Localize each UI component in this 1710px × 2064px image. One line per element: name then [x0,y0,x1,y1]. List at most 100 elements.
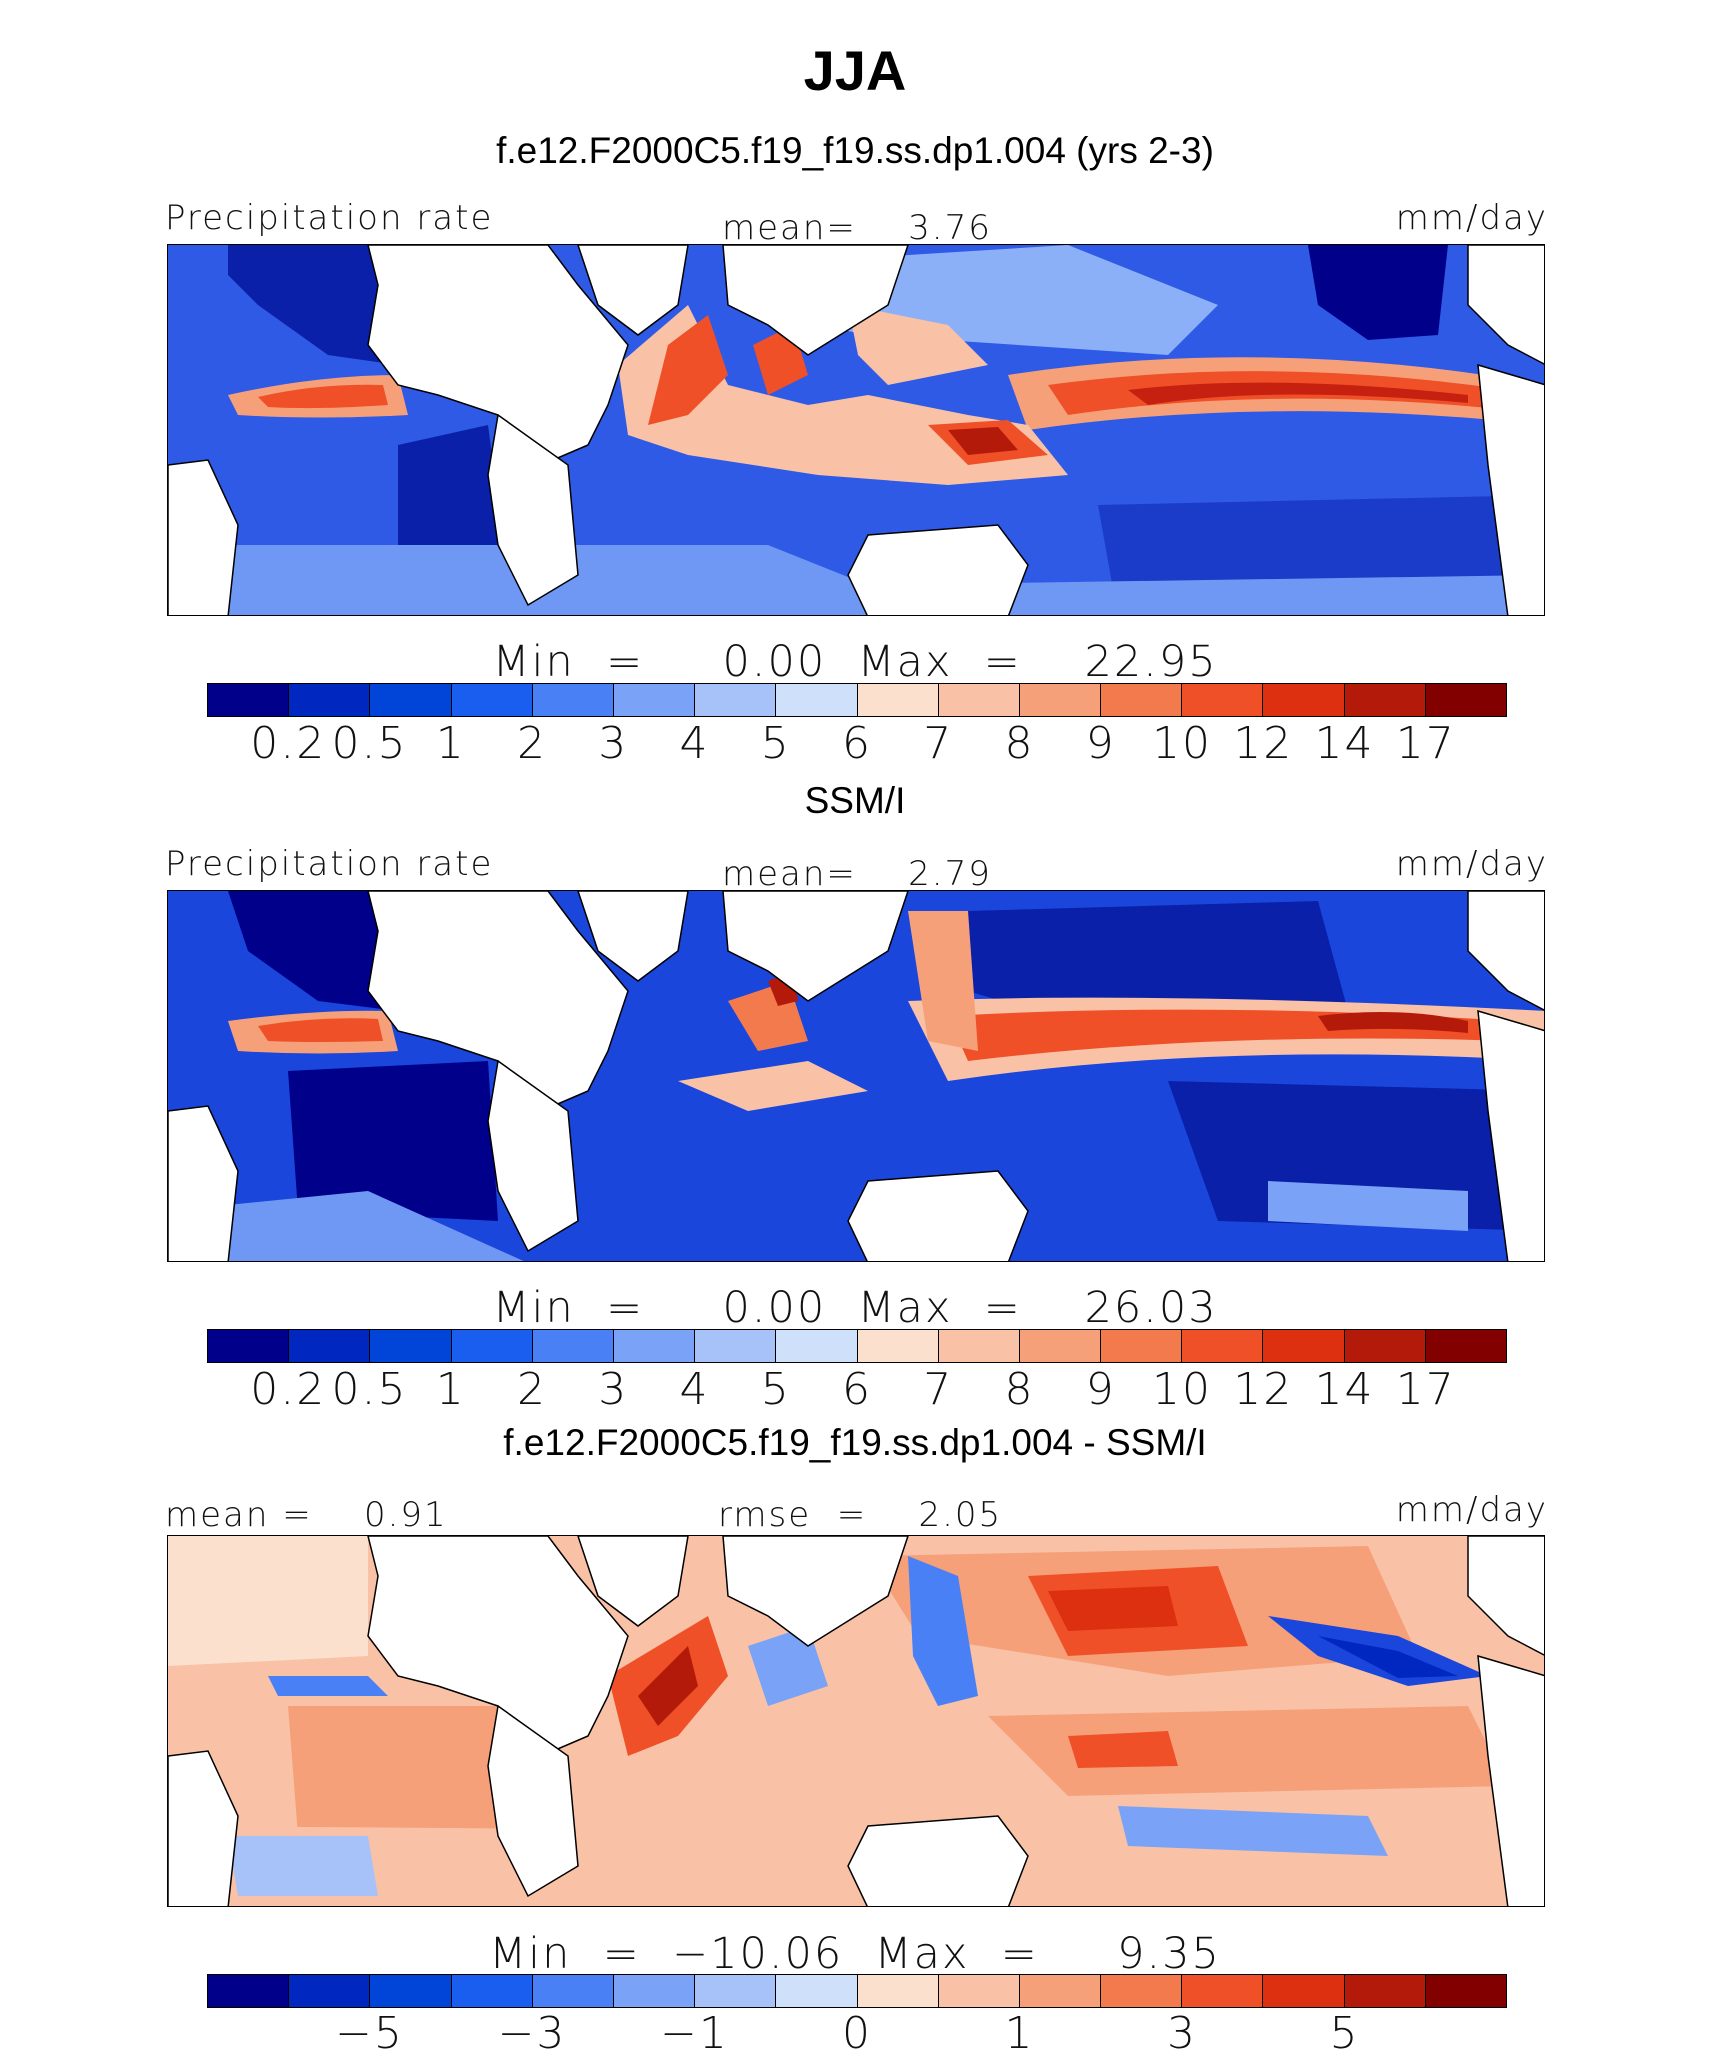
colorbar-swatch [1182,1975,1264,2007]
colorbar-swatch [1019,1975,1102,2007]
colorbar-tick-label: 14 [1314,1364,1375,1415]
colorbar-swatch [289,1975,371,2007]
colorbar-swatch [1263,1330,1345,1362]
rmse-label: rmse = 2.05 [718,1495,1003,1535]
colorbar-swatch [1019,1330,1102,1362]
colorbar-tick-label: 12 [1233,718,1294,769]
units-label: mm/day [1395,844,1548,884]
colorbar-tick-label: 10 [1152,718,1212,769]
colorbar-swatch [208,684,290,716]
colorbar-tick-label: 1 [435,1364,466,1415]
colorbar-tick-label: 17 [1395,718,1456,769]
map-diff [167,1535,1545,1907]
colorbar-tick-label: 5 [760,1364,791,1415]
map-obs [167,890,1545,1262]
mean-label: mean= 3.76 [722,208,992,248]
colorbar-swatch [1101,1330,1183,1362]
colorbar-tick-label: 2 [517,1364,547,1415]
colorbar-swatch [370,1975,452,2007]
min-max-label: Min = −10.06 Max = 9.35 [489,1929,1221,1979]
colorbar-swatch [613,684,696,716]
colorbar-swatch [1344,1975,1426,2007]
panel-subtitle: f.e12.F2000C5.f19_f19.ss.dp1.004 (yrs 2-… [496,130,1214,171]
units-label: mm/day [1395,1490,1548,1530]
colorbar-swatch [1263,684,1345,716]
colorbar-tick-label: 4 [679,718,710,769]
colorbar-swatch [1101,1975,1183,2007]
colorbar-swatch [695,1975,777,2007]
colorbar-tick-label: 0.5 [331,718,408,769]
colorbar-tick-label: 1 [1004,2008,1035,2059]
colorbar-tick-label: 6 [842,718,872,769]
colorbar-swatch [1425,1975,1506,2007]
colorbar-swatch [1425,684,1506,716]
colorbar-swatch [857,684,939,716]
colorbar-tick-label: −1 [660,2008,729,2059]
mean-label: mean= 2.79 [722,854,992,894]
colorbar-tick-label: 6 [842,1364,872,1415]
colorbar-swatch [370,1330,452,1362]
colorbar-ticks: 0.2 0.5 1 2 3 4 5 6 7 8 9 10 12 14 17 [207,1364,1507,1415]
colorbar-swatch [1263,1975,1345,2007]
colorbar-tick-label: 0.2 [250,1364,327,1415]
colorbar [207,1329,1507,1363]
min-max-label: Min = 0.00 Max = 26.03 [492,1283,1218,1333]
colorbar-swatch [1344,1330,1426,1362]
colorbar-ticks: 0.2 0.5 1 2 3 4 5 6 7 8 9 10 12 14 17 [207,718,1507,769]
colorbar-swatch [208,1975,290,2007]
colorbar-swatch [938,1975,1020,2007]
mean-label: mean = 0.91 [165,1495,448,1535]
colorbar-swatch [613,1975,696,2007]
colorbar-swatch [857,1330,939,1362]
colorbar-tick-label: 14 [1314,718,1375,769]
colorbar-swatch [1101,684,1183,716]
colorbar-swatch [451,1975,533,2007]
colorbar-swatch [1019,684,1102,716]
colorbar [207,1974,1507,2008]
colorbar-tick-label: 17 [1395,1364,1456,1415]
units-label: mm/day [1395,198,1548,238]
variable-label: Precipitation rate [165,844,494,884]
colorbar-swatch [532,1330,614,1362]
colorbar-swatch [532,684,614,716]
colorbar-tick-label: 3 [598,1364,629,1415]
colorbar-swatch [776,684,858,716]
colorbar [207,683,1507,717]
min-max-label: Min = 0.00 Max = 22.95 [492,637,1218,687]
map-model [167,244,1545,616]
colorbar-tick-label: 2 [517,718,547,769]
colorbar-tick-label: 5 [1329,2008,1360,2059]
colorbar-swatch [695,684,777,716]
colorbar-tick-label: 8 [1004,1364,1035,1415]
colorbar-swatch [370,684,452,716]
colorbar-tick-label: 5 [760,718,791,769]
colorbar-swatch [289,1330,371,1362]
variable-label: Precipitation rate [165,198,494,238]
colorbar-swatch [776,1975,858,2007]
colorbar-tick-label: 0.2 [250,718,327,769]
colorbar-swatch [289,684,371,716]
colorbar-swatch [938,684,1020,716]
colorbar-swatch [1344,684,1426,716]
colorbar-swatch [208,1330,290,1362]
colorbar-tick-label: 10 [1152,1364,1212,1415]
colorbar-swatch [776,1330,858,1362]
colorbar-swatch [1182,1330,1264,1362]
colorbar-tick-label: 12 [1233,1364,1294,1415]
colorbar-tick-label: 0 [842,2008,872,2059]
colorbar-tick-label: 3 [598,718,629,769]
colorbar-tick-label: −5 [335,2008,404,2059]
colorbar-swatch [451,684,533,716]
colorbar-tick-label: 8 [1004,718,1035,769]
panel-subtitle: SSM/I [804,780,906,821]
colorbar-swatch [1425,1330,1506,1362]
colorbar-tick-label: 4 [679,1364,710,1415]
colorbar-tick-label: 3 [1167,2008,1197,2059]
colorbar-swatch [857,1975,939,2007]
colorbar-tick-label: 0.5 [331,1364,408,1415]
colorbar-tick-label: 1 [435,718,466,769]
colorbar-tick-label: 7 [923,718,954,769]
colorbar-swatch [613,1330,696,1362]
figure-title: JJA [803,39,907,102]
colorbar-swatch [1182,684,1264,716]
